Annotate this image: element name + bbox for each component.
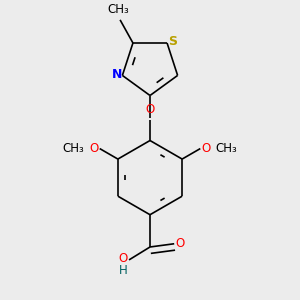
Text: CH₃: CH₃ (108, 3, 129, 16)
Text: H: H (119, 264, 128, 277)
Text: O: O (202, 142, 211, 155)
Text: S: S (168, 35, 177, 48)
Text: CH₃: CH₃ (216, 142, 238, 155)
Text: O: O (119, 252, 128, 265)
Text: O: O (89, 142, 98, 155)
Text: O: O (146, 103, 154, 116)
Text: CH₃: CH₃ (62, 142, 84, 155)
Text: O: O (176, 237, 185, 250)
Text: N: N (111, 68, 122, 81)
